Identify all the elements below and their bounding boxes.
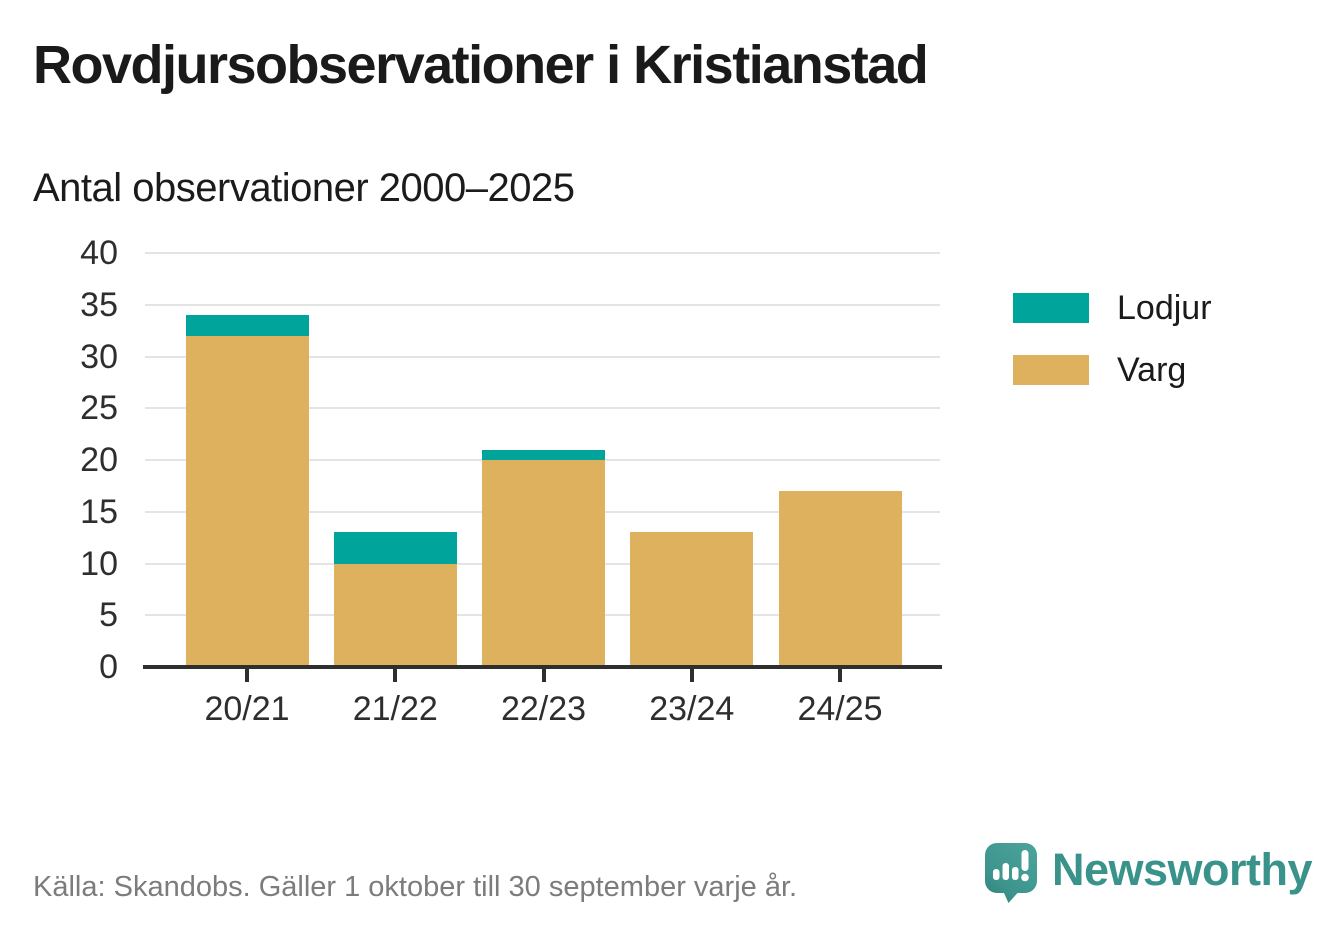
y-tick-label: 40 bbox=[80, 234, 118, 272]
bar-segment-lodjur bbox=[333, 532, 457, 564]
bar-segment-varg bbox=[185, 335, 309, 667]
x-tick bbox=[245, 669, 249, 682]
x-tick bbox=[393, 669, 398, 682]
bar-segment-lodjur bbox=[482, 449, 605, 460]
brand-lockup: Newsworthy bbox=[984, 842, 1313, 904]
gridline bbox=[145, 407, 940, 410]
x-tick bbox=[689, 669, 694, 682]
bar-22-23 bbox=[482, 253, 605, 667]
x-tick-label: 23/24 bbox=[649, 690, 735, 728]
y-tick-label: 25 bbox=[80, 389, 118, 428]
gridline bbox=[145, 252, 940, 254]
legend-swatch-icon bbox=[1013, 355, 1089, 385]
legend-swatch-icon bbox=[1013, 293, 1089, 323]
y-tick-label: 10 bbox=[80, 544, 118, 583]
chart-subtitle: Antal observationer 2000–2025 bbox=[33, 166, 575, 210]
y-tick-label: 0 bbox=[99, 648, 118, 686]
x-tick-label: 20/21 bbox=[204, 690, 290, 728]
page-title: Rovdjursobservationer i Kristianstad bbox=[33, 35, 929, 95]
plot-area bbox=[145, 252, 940, 667]
legend-label: Varg bbox=[1117, 351, 1187, 389]
source-note: Källa: Skandobs. Gäller 1 oktober till 3… bbox=[33, 871, 798, 903]
bar-20-21 bbox=[185, 253, 309, 667]
newsworthy-logo-icon bbox=[985, 843, 1037, 903]
bar-23-24 bbox=[630, 253, 754, 667]
x-tick bbox=[838, 669, 842, 682]
y-tick-label: 30 bbox=[80, 337, 118, 376]
y-tick-label: 5 bbox=[99, 596, 118, 635]
legend-item-lodjur: Lodjur bbox=[1013, 291, 1212, 325]
bar-segment-lodjur bbox=[185, 315, 309, 336]
x-tick bbox=[541, 669, 546, 682]
legend-item-varg: Varg bbox=[1013, 353, 1212, 387]
bar-segment-varg bbox=[630, 532, 754, 667]
x-tick-label: 22/23 bbox=[500, 690, 587, 728]
x-axis-line bbox=[143, 665, 942, 669]
bar-24-25 bbox=[778, 253, 902, 667]
bar-segment-varg bbox=[333, 563, 457, 667]
x-tick-label: 24/25 bbox=[797, 690, 883, 728]
chart-legend: Lodjur Varg bbox=[1013, 291, 1212, 415]
y-tick-label: 20 bbox=[80, 441, 118, 479]
brand-name: Newsworthy bbox=[1052, 843, 1313, 895]
y-axis-tick-labels: 0 5 10 15 20 25 30 35 40 bbox=[36, 236, 118, 684]
gridline bbox=[145, 355, 940, 358]
y-tick-label: 15 bbox=[80, 492, 118, 531]
y-tick-label: 35 bbox=[80, 285, 118, 324]
bar-segment-varg bbox=[482, 460, 605, 667]
bar-21-22 bbox=[333, 253, 457, 667]
legend-label: Lodjur bbox=[1117, 289, 1212, 327]
x-tick-label: 21/22 bbox=[352, 690, 438, 728]
gridline bbox=[145, 303, 940, 306]
bar-segment-varg bbox=[778, 491, 902, 667]
